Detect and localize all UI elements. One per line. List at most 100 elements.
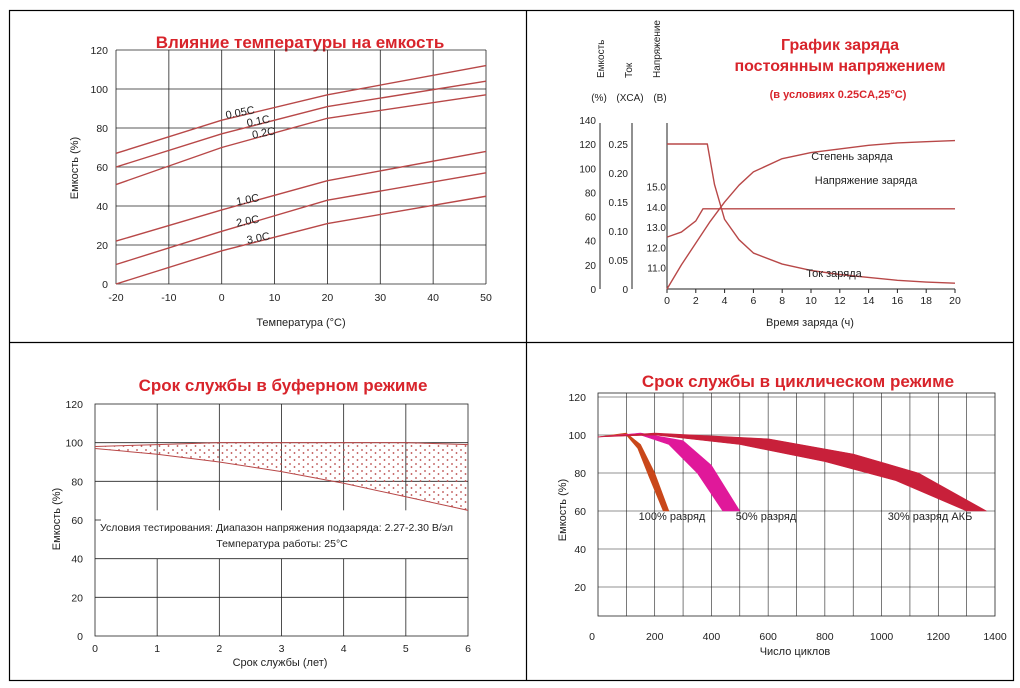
x-axis-label: Срок службы (лет) bbox=[233, 657, 328, 669]
y-tick-label: 11.0 bbox=[647, 264, 666, 275]
y-axis-label: Емкость (%) bbox=[69, 137, 81, 199]
y-tick-label: 13.0 bbox=[647, 223, 667, 234]
y-tick-label: 140 bbox=[579, 116, 596, 127]
y-tick-label: 0.05 bbox=[609, 256, 629, 267]
chart-title: Влияние температуры на емкость bbox=[156, 33, 445, 52]
x-tick-label: 12 bbox=[834, 295, 846, 307]
temperature-capacity-chart: Влияние температуры на емкость 0.05C0.1C… bbox=[69, 33, 492, 329]
y-tick-label: 20 bbox=[71, 592, 83, 604]
series-label: 3.0C bbox=[246, 230, 271, 246]
x-tick-label: 10 bbox=[805, 295, 817, 307]
series-label: 1.0C bbox=[235, 192, 260, 208]
x-tick-label: 4 bbox=[722, 295, 728, 307]
y-axis-label: Емкость (%) bbox=[557, 479, 569, 541]
series-line-3.0C bbox=[115, 195, 487, 285]
x-tick-label: 6 bbox=[465, 643, 471, 655]
series-label: 0.2C bbox=[251, 125, 276, 141]
band-lower-line bbox=[94, 447, 469, 511]
series-band-100% разряд bbox=[597, 432, 670, 512]
x-tick-label: 400 bbox=[703, 631, 721, 643]
tick-labels: 02040608010012014000.050.100.150.200.251… bbox=[579, 116, 961, 307]
constant-voltage-charge-chart: График заряда постоянным напряжением (в … bbox=[579, 20, 961, 329]
x-tick-label: 16 bbox=[892, 295, 904, 307]
y-axis-label: Емкость (%) bbox=[51, 488, 63, 550]
x-tick-label: 6 bbox=[750, 295, 756, 307]
voltage-axis-label: Напряжение bbox=[652, 20, 663, 78]
x-tick-label: 10 bbox=[269, 292, 281, 304]
chart-title: График заряда bbox=[781, 37, 899, 54]
current-axis-unit: (XCA) bbox=[616, 93, 643, 104]
x-tick-label: 20 bbox=[949, 295, 961, 307]
chart-subtitle: постоянным напряжением bbox=[734, 58, 945, 75]
series-label: 2.0C bbox=[235, 214, 260, 230]
float-service-life-chart: Срок службы в буферном режиме 0 1 2 3 4 5 6020… bbox=[51, 376, 471, 669]
series-line-2.0C bbox=[115, 172, 487, 266]
series-line-Ток заряда bbox=[667, 143, 956, 284]
panel-frame bbox=[8, 9, 1015, 682]
y-tick-label: 100 bbox=[579, 164, 596, 175]
grid bbox=[94, 403, 469, 637]
x-tick-label: 2 bbox=[693, 295, 699, 307]
x-tick-label: 40 bbox=[427, 292, 439, 304]
x-tick-label: 5 bbox=[403, 643, 409, 655]
series-label: 50% разряд bbox=[736, 511, 797, 523]
series-label: Ток заряда bbox=[806, 268, 862, 280]
y-tick-label: 120 bbox=[579, 140, 596, 151]
x-tick-label: 14 bbox=[863, 295, 875, 307]
x-tick-label: 0 bbox=[92, 643, 98, 655]
y-tick-label: 80 bbox=[71, 476, 83, 488]
x-tick-label: 3 bbox=[279, 643, 285, 655]
x-tick-label: 50 bbox=[480, 292, 492, 304]
x-tick-label: 18 bbox=[920, 295, 932, 307]
series-line-1.0C bbox=[115, 150, 487, 242]
x-tick-label: 20 bbox=[322, 292, 334, 304]
y-tick-label: 12.0 bbox=[647, 243, 667, 254]
x-tick-label: 0 bbox=[589, 631, 595, 643]
series-line-Степень заряда bbox=[666, 139, 956, 290]
y-tick-label: 40 bbox=[574, 544, 586, 556]
x-tick-label: 2 bbox=[216, 643, 222, 655]
y-tick-label: 80 bbox=[96, 123, 108, 135]
y-tick-label: 0 bbox=[590, 285, 596, 296]
x-tick-label: 600 bbox=[759, 631, 777, 643]
series-line-Напряжение заряда bbox=[666, 208, 955, 238]
x-tick-label: 1200 bbox=[927, 631, 951, 643]
x-axis-label: Число циклов bbox=[760, 646, 831, 658]
y-tick-label: 100 bbox=[568, 430, 586, 442]
series-label: 30% разряд АКБ bbox=[888, 511, 973, 523]
test-temperature-note: Температура работы: 25°С bbox=[216, 538, 348, 550]
grid bbox=[597, 392, 996, 617]
capacity-band-fill bbox=[95, 442, 468, 511]
chart-title: Срок службы в буферном режиме bbox=[139, 376, 428, 395]
chart-title: Срок службы в циклическом режиме bbox=[642, 372, 954, 391]
capacity-band bbox=[94, 442, 469, 511]
series-band-30% разряд АКБ bbox=[597, 432, 987, 512]
y-tick-label: 14.0 bbox=[647, 203, 667, 214]
y-tick-label: 0 bbox=[622, 285, 628, 296]
y-tick-label: 120 bbox=[90, 45, 108, 57]
series-label: 100% разряд bbox=[639, 511, 706, 523]
y-tick-label: 100 bbox=[90, 84, 108, 96]
tick-labels: -20 -10 0 10 20 30 40 50 0 20 40 60 80 100 120 bbox=[90, 45, 492, 304]
y-tick-label: 0.10 bbox=[609, 227, 629, 238]
x-tick-label: 1000 bbox=[870, 631, 894, 643]
test-conditions-note: Условия тестирования: Диапазон напряжени… bbox=[100, 522, 453, 534]
y-tick-label: 40 bbox=[96, 201, 108, 213]
capacity-axis-label: Емкость bbox=[596, 40, 607, 78]
chart-conditions: (в условиях 0.25CA,25°C) bbox=[770, 89, 907, 101]
y-tick-label: 60 bbox=[574, 506, 586, 518]
voltage-axis-unit: (В) bbox=[653, 93, 666, 104]
axes bbox=[599, 123, 956, 293]
y-tick-label: 0 bbox=[102, 279, 108, 291]
y-tick-label: 0 bbox=[77, 631, 83, 643]
x-tick-label: 8 bbox=[779, 295, 785, 307]
current-axis-label: Ток bbox=[624, 62, 635, 78]
y-tick-label: 0.25 bbox=[609, 140, 629, 151]
x-tick-label: -20 bbox=[108, 292, 123, 304]
y-tick-label: 120 bbox=[65, 399, 83, 411]
frame-outer bbox=[8, 9, 1015, 682]
y-tick-label: 20 bbox=[585, 261, 597, 272]
x-tick-label: 0 bbox=[664, 295, 670, 307]
